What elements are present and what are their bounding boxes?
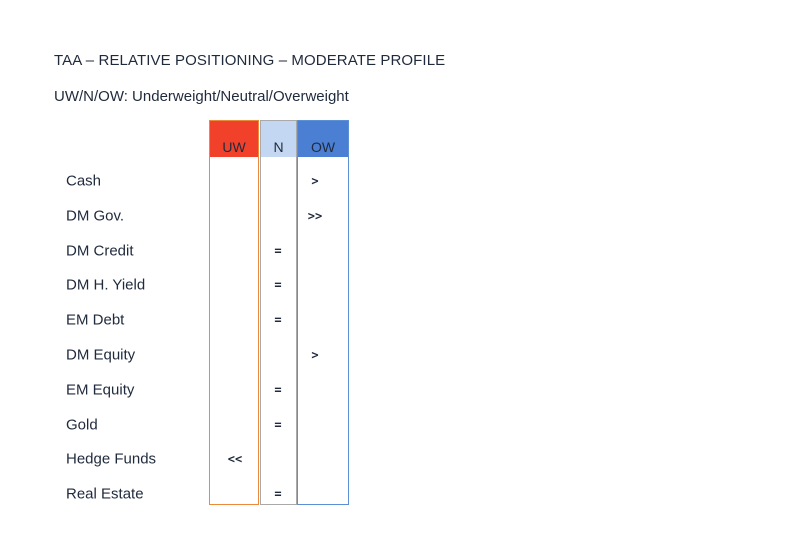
row-label: Hedge Funds — [66, 450, 157, 468]
row-label: DM Gov. — [66, 207, 125, 225]
position-mark: = — [274, 313, 282, 328]
column-neutral: N — [260, 120, 297, 505]
row-label: Cash — [66, 172, 102, 190]
column-header-uw: UW — [210, 121, 258, 157]
position-mark: > — [311, 174, 319, 188]
row-label: Real Estate — [66, 485, 144, 503]
row-label: EM Equity — [66, 381, 135, 399]
row-label: EM Debt — [66, 311, 125, 329]
column-underweight: UW — [209, 120, 259, 505]
row-label: DM Equity — [66, 346, 136, 364]
position-mark: = — [274, 243, 282, 258]
position-mark: >> — [307, 208, 323, 223]
position-mark: > — [311, 348, 319, 362]
page-title: TAA – RELATIVE POSITIONING – MODERATE PR… — [54, 52, 446, 69]
column-overweight: OW — [297, 120, 349, 505]
column-header-ow: OW — [298, 121, 348, 157]
position-mark: = — [274, 382, 282, 397]
position-mark: << — [227, 452, 243, 467]
page-subtitle: UW/N/OW: Underweight/Neutral/Overweight — [54, 88, 349, 105]
column-header-n: N — [261, 121, 296, 157]
position-mark: = — [274, 278, 282, 293]
position-mark: = — [274, 487, 282, 502]
row-label: Gold — [66, 416, 98, 434]
row-label: DM Credit — [66, 242, 134, 260]
row-label: DM H. Yield — [66, 276, 146, 294]
position-mark: = — [274, 417, 282, 432]
